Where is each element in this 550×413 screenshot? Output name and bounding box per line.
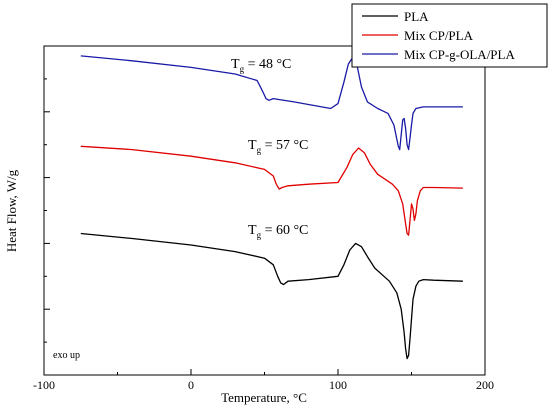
series-layer — [80, 55, 463, 360]
tg-annotation-black: Tg = 60 °C — [248, 223, 308, 240]
y-axis-title: Heat Flow, W/g — [4, 169, 19, 252]
x-tick-label: 100 — [329, 378, 347, 392]
series-line-mix-cp-pla — [80, 145, 463, 236]
x-tick-label: -100 — [33, 378, 55, 392]
x-axis-title: Temperature, °C — [221, 390, 307, 405]
tg-annotation-red: Tg = 57 °C — [248, 138, 308, 155]
x-tick-label: 200 — [476, 378, 494, 392]
x-tick-label: 0 — [188, 378, 194, 392]
y-axis-ticks — [44, 45, 50, 376]
tg-annotation-blue: Tg = 48 °C — [231, 57, 291, 74]
series-line-mix-cp-g-ola-pla — [80, 55, 463, 151]
series-line-pla — [80, 232, 463, 360]
exo-up-note: exo up — [53, 350, 80, 361]
legend-label-mix-cp-pla: Mix CP/PLA — [404, 28, 474, 43]
legend-label-pla: PLA — [404, 9, 429, 24]
legend-label-mix-cp-g-ola-pla: Mix CP-g-OLA/PLA — [404, 47, 515, 62]
x-axis-ticks: -100 0 100 200 — [33, 369, 494, 392]
legend: PLA Mix CP/PLA Mix CP-g-OLA/PLA — [351, 3, 548, 68]
